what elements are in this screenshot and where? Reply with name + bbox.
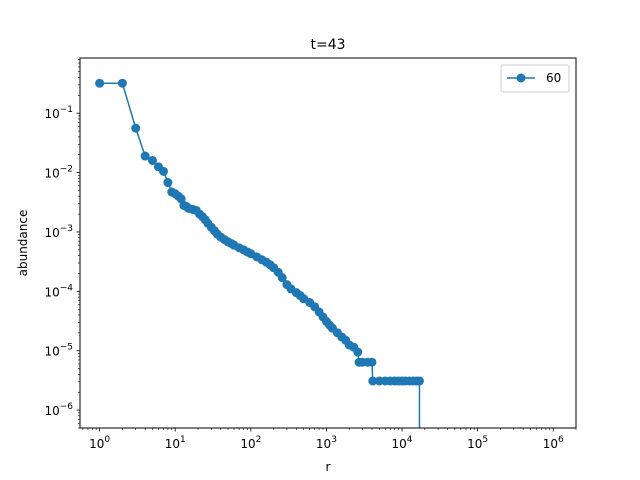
data-point: [277, 273, 287, 283]
legend-label: 60: [546, 71, 561, 85]
data-point: [140, 151, 150, 161]
y-axis-label: abundance: [16, 210, 30, 277]
series-layer: [95, 78, 424, 428]
data-point: [147, 155, 157, 165]
legend: 60: [500, 64, 570, 93]
data-point: [367, 357, 377, 367]
legend-marker: [516, 73, 526, 83]
chart-title: t=43: [310, 37, 345, 53]
plot-frame: [79, 57, 577, 429]
data-point: [95, 78, 105, 88]
data-point: [163, 178, 173, 188]
data-point: [131, 123, 141, 133]
data-point: [414, 376, 424, 386]
data-point: [159, 166, 169, 176]
data-point: [353, 347, 363, 357]
data-point: [117, 78, 127, 88]
data-point: [368, 376, 378, 386]
x-axis-label: r: [326, 460, 331, 474]
